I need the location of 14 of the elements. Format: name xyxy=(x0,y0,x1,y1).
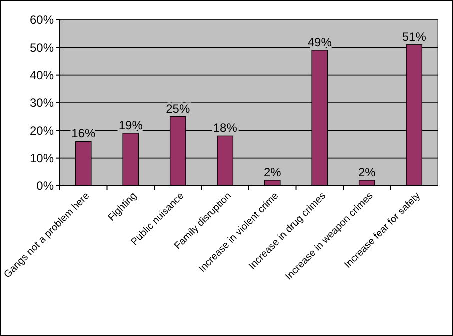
y-tick-label: 40% xyxy=(30,68,54,83)
data-label: 2% xyxy=(358,165,376,180)
data-label: 49% xyxy=(308,35,332,50)
y-tick-label: 0% xyxy=(36,179,54,194)
data-label: 25% xyxy=(166,102,190,116)
data-label: 16% xyxy=(72,126,96,141)
data-label: 51% xyxy=(402,30,427,44)
data-label: 19% xyxy=(118,118,144,132)
y-tick-label: 50% xyxy=(30,40,54,55)
y-tick-label: 20% xyxy=(30,124,54,138)
y-tick-label: 30% xyxy=(30,96,54,110)
data-label: 2% xyxy=(264,165,282,180)
y-tick-label: 60% xyxy=(30,13,54,28)
y-tick-label: 10% xyxy=(30,152,54,166)
